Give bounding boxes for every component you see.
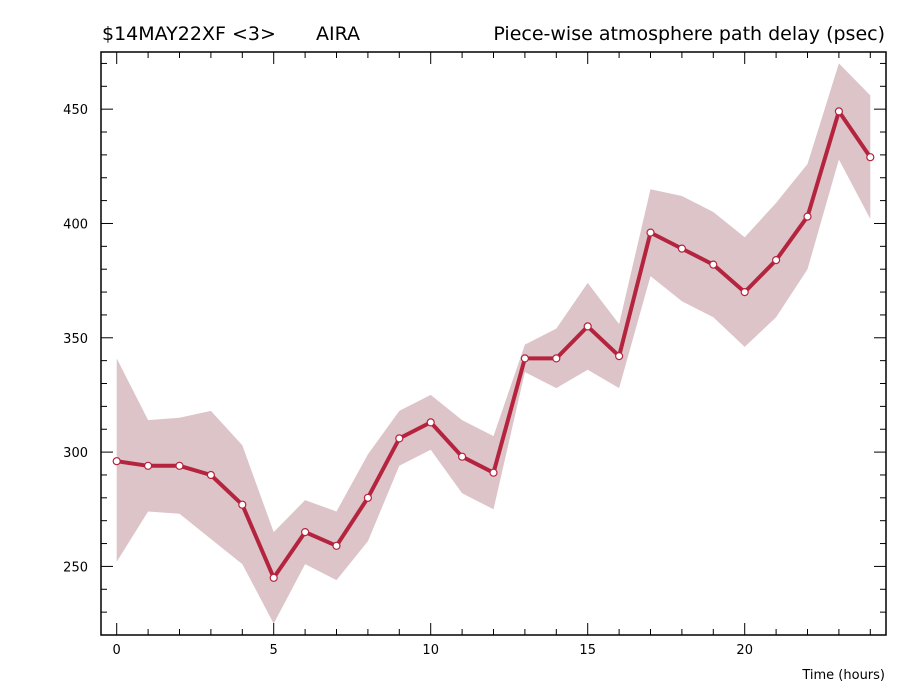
data-point	[238, 500, 247, 509]
x-tick-label: 0	[113, 643, 121, 658]
x-tick-label: 5	[270, 643, 278, 658]
data-point	[301, 527, 310, 537]
data-point	[520, 354, 530, 363]
data-point	[426, 418, 435, 427]
chart-title: Piece-wise atmosphere path delay (psec)	[493, 23, 885, 45]
data-point	[552, 354, 561, 363]
data-point	[646, 228, 655, 237]
data-point	[175, 461, 184, 470]
data-points	[112, 107, 875, 582]
data-point	[395, 434, 404, 443]
data-point	[332, 541, 341, 550]
data-point	[677, 244, 687, 253]
data-point	[803, 212, 812, 221]
data-point	[614, 352, 624, 361]
plot-frame	[100, 51, 887, 636]
data-point	[866, 153, 875, 162]
data-point	[269, 573, 278, 582]
station-title: AIRA	[316, 23, 360, 45]
data-point	[834, 107, 844, 116]
data-point	[112, 457, 121, 466]
data-point	[583, 322, 592, 331]
x-tick-label: 20	[736, 643, 753, 658]
x-tick-labels: 0 5 10 15 20	[113, 643, 753, 658]
x-tick-label: 15	[579, 643, 596, 658]
y-tick-label: 400	[63, 218, 88, 233]
y-tick-label: 250	[63, 560, 88, 575]
y-tick-label: 450	[63, 103, 88, 118]
data-point	[709, 260, 718, 269]
data-point	[206, 470, 215, 480]
y-tick-label: 350	[63, 332, 88, 347]
source-id-title: $14MAY22XF <3>	[102, 23, 276, 45]
axis-ticks	[101, 52, 886, 635]
y-tick-label: 300	[63, 446, 88, 461]
data-point	[740, 288, 749, 297]
data-point	[458, 452, 467, 461]
y-tick-labels: 250 300 350 400 450	[63, 103, 88, 575]
data-point	[144, 461, 153, 470]
data-point	[771, 256, 781, 265]
uncertainty-band	[116, 63, 871, 624]
x-axis-label: Time (hours)	[801, 668, 885, 683]
data-point	[363, 493, 372, 502]
data-point	[489, 468, 498, 477]
x-tick-label: 10	[422, 643, 439, 658]
